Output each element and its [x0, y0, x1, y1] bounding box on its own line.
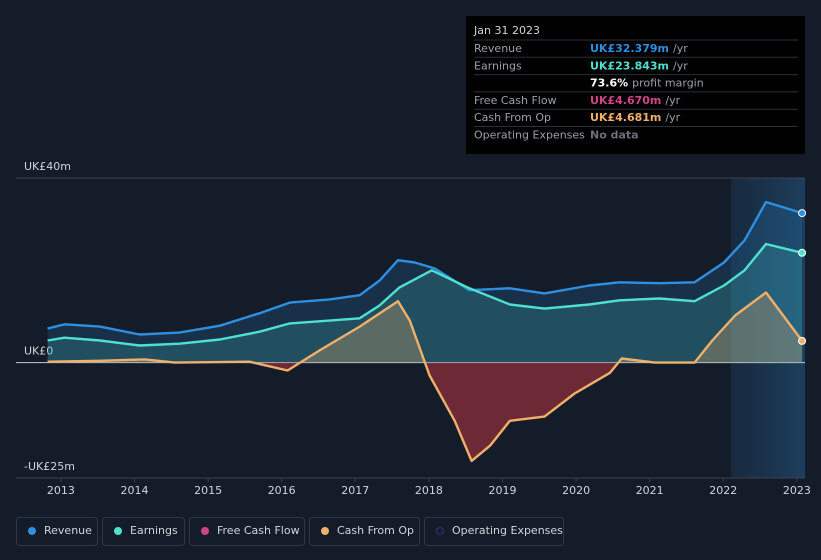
legend-swatch: [114, 527, 122, 535]
tooltip-value: No data: [590, 129, 639, 142]
x-tick-label: 2013: [47, 484, 75, 497]
legend-box: [424, 517, 564, 546]
tooltip-unit: /yr: [665, 111, 680, 124]
area: [47, 202, 803, 363]
tooltip-value-text: UK£23.843m: [590, 59, 669, 72]
x-tick-label: 2023: [783, 484, 811, 497]
legend-label: Operating Expenses: [452, 524, 563, 537]
tooltip-label: Earnings: [474, 59, 522, 72]
x-tick-label: 2020: [562, 484, 590, 497]
tooltip-value-text: UK£4.670m: [590, 94, 661, 107]
legend-box: [309, 517, 420, 546]
area-positive: [47, 292, 803, 363]
legend-item[interactable]: Free Cash Flow: [189, 517, 305, 546]
legend-label: Revenue: [44, 524, 92, 537]
tooltip-unit: profit margin: [632, 77, 704, 90]
x-tick-label: 2021: [636, 484, 664, 497]
tooltip-label: Revenue: [474, 42, 522, 55]
series-line: [47, 291, 804, 463]
y-tick-label: UK£40m: [24, 160, 71, 173]
legend: Revenue Earnings Free Cash Flow Cash From O…: [16, 517, 564, 546]
tooltip-label: Free Cash Flow: [474, 94, 557, 107]
end-point: [798, 209, 807, 218]
series-line: [47, 200, 803, 336]
legend-label: Free Cash Flow: [217, 524, 300, 537]
tooltip-label: Operating Expenses: [474, 129, 585, 142]
legend-swatch: [435, 526, 445, 536]
tooltip-value: UK£4.681m/yr: [590, 111, 681, 124]
tooltip-value: 73.6% profit margin: [590, 77, 704, 90]
tooltip-value: UK£32.379m/yr: [590, 42, 688, 55]
tooltip-value-text: UK£4.681m: [590, 111, 661, 124]
legend-label: Earnings: [130, 524, 178, 537]
end-point: [798, 248, 807, 257]
y-tick-label: UK£0: [24, 345, 53, 358]
legend-swatch: [201, 527, 209, 535]
tooltip-date: Jan 31 2023: [473, 24, 540, 37]
legend-box: [16, 517, 98, 546]
legend-swatch: [321, 527, 329, 535]
area: [47, 244, 803, 363]
tooltip-unit: /yr: [673, 42, 688, 55]
tooltip-value: UK£4.670m/yr: [590, 94, 681, 107]
x-tick-label: 2015: [194, 484, 222, 497]
tooltip-unit: /yr: [673, 59, 688, 72]
legend-swatch: [28, 527, 36, 535]
tooltip-value-text: 73.6%: [590, 77, 628, 90]
tooltip-label: Cash From Op: [474, 111, 551, 124]
legend-item[interactable]: Operating Expenses: [424, 517, 564, 546]
tooltip-value-text: No data: [590, 129, 639, 142]
x-tick-label: 2016: [268, 484, 296, 497]
legend-box: [189, 517, 305, 546]
x-tick-label: 2014: [120, 484, 148, 497]
legend-item[interactable]: Earnings: [102, 517, 185, 546]
legend-item[interactable]: Revenue: [16, 517, 98, 546]
x-tick-label: 2019: [489, 484, 517, 497]
tooltip-unit: /yr: [665, 94, 680, 107]
x-tick-label: 2017: [341, 484, 369, 497]
legend-label: Cash From Op: [337, 524, 414, 537]
end-point: [798, 336, 807, 345]
x-tick-label: 2022: [709, 484, 737, 497]
tooltip-value-text: UK£32.379m: [590, 42, 669, 55]
tooltip-box: [466, 16, 805, 154]
x-tick-label: 2018: [415, 484, 443, 497]
tooltip: Jan 31 2023 Revenue UK£32.379m/yr Earnings U…: [466, 16, 805, 154]
tooltip-value: UK£23.843m/yr: [590, 59, 688, 72]
legend-box: [102, 517, 185, 546]
series-line: [47, 242, 803, 347]
y-tick-label: -UK£25m: [24, 460, 75, 473]
plot: UK£40m UK£0 -UK£25m 2013 2014 2015 2016 2017 201…: [16, 160, 811, 497]
legend-item[interactable]: Cash From Op: [309, 517, 420, 546]
